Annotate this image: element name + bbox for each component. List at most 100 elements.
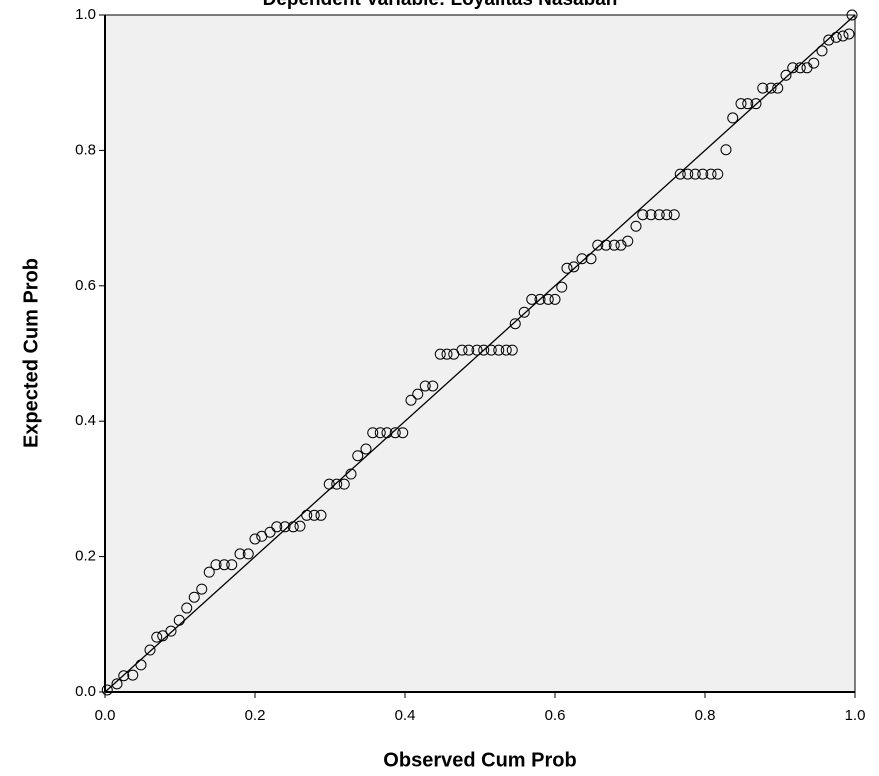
point: [181, 602, 193, 614]
point: [622, 235, 634, 247]
point: [837, 30, 849, 42]
point: [661, 209, 673, 221]
point: [456, 344, 468, 356]
point: [509, 318, 521, 330]
point: [279, 521, 291, 533]
point: [381, 427, 393, 439]
point: [308, 509, 320, 521]
point: [645, 209, 657, 221]
point: [118, 670, 130, 682]
point: [463, 344, 475, 356]
x-tick-label: 0.8: [695, 707, 716, 724]
point: [144, 644, 156, 656]
point: [287, 521, 299, 533]
point: [556, 281, 568, 293]
point: [242, 548, 254, 560]
point: [846, 9, 858, 21]
point: [534, 293, 546, 305]
point: [735, 98, 747, 110]
point: [630, 220, 642, 232]
point: [360, 443, 372, 455]
point: [294, 520, 306, 532]
point: [500, 344, 512, 356]
y-tick-label: 0.6: [75, 277, 96, 294]
point: [234, 548, 246, 560]
y-tick-label: 0.8: [75, 141, 96, 158]
point: [345, 468, 357, 480]
point: [165, 625, 177, 637]
point: [705, 168, 717, 180]
point: [441, 348, 453, 360]
point: [727, 112, 739, 124]
point: [419, 380, 431, 392]
point: [397, 427, 409, 439]
point: [600, 239, 612, 251]
point: [506, 344, 518, 356]
y-tick-label: 0.4: [75, 412, 96, 429]
chart-title: Dependent Variable: Loyalitas Nasabah: [263, 0, 618, 10]
y-axis-title: Expected Cum Prob: [20, 258, 42, 448]
point: [151, 631, 163, 643]
point: [188, 591, 200, 603]
point: [808, 57, 820, 69]
point: [412, 388, 424, 400]
x-tick-label: 1.0: [845, 707, 866, 724]
point: [674, 168, 686, 180]
point: [315, 509, 327, 521]
x-tick-label: 0.6: [545, 707, 566, 724]
point: [757, 82, 769, 94]
point: [352, 450, 364, 462]
point: [389, 427, 401, 439]
point: [434, 348, 446, 360]
point: [101, 684, 113, 696]
point: [173, 614, 185, 626]
point: [787, 62, 799, 74]
point: [203, 566, 215, 578]
point: [750, 98, 762, 110]
point: [127, 669, 139, 681]
point: [471, 344, 483, 356]
point: [843, 28, 855, 40]
point: [720, 144, 732, 156]
x-tick-label: 0.2: [245, 707, 266, 724]
point: [518, 306, 530, 318]
point: [338, 478, 350, 490]
point: [135, 659, 147, 671]
point: [331, 478, 343, 490]
point: [478, 344, 490, 356]
x-axis-title: Observed Cum Prob: [383, 749, 576, 771]
y-tick-label: 1.0: [75, 6, 96, 23]
point: [689, 168, 701, 180]
point: [668, 209, 680, 221]
point: [712, 168, 724, 180]
point: [576, 253, 588, 265]
point: [637, 209, 649, 221]
point: [226, 559, 238, 571]
x-tick-label: 0.0: [95, 707, 116, 724]
point: [615, 239, 627, 251]
point: [196, 583, 208, 595]
point: [210, 559, 222, 571]
point: [427, 380, 439, 392]
y-tick-label: 0.2: [75, 548, 96, 565]
y-tick-label: 0.0: [75, 683, 96, 700]
point: [264, 526, 276, 538]
point: [780, 69, 792, 81]
point: [585, 253, 597, 265]
point: [218, 559, 230, 571]
point: [830, 31, 842, 43]
point: [682, 168, 694, 180]
point: [697, 168, 709, 180]
point: [742, 98, 754, 110]
point: [568, 261, 580, 273]
point: [592, 239, 604, 251]
point: [794, 62, 806, 74]
point: [542, 293, 554, 305]
point: [405, 394, 417, 406]
point: [249, 533, 261, 545]
point: [485, 344, 497, 356]
point: [561, 262, 573, 274]
point: [111, 678, 123, 690]
